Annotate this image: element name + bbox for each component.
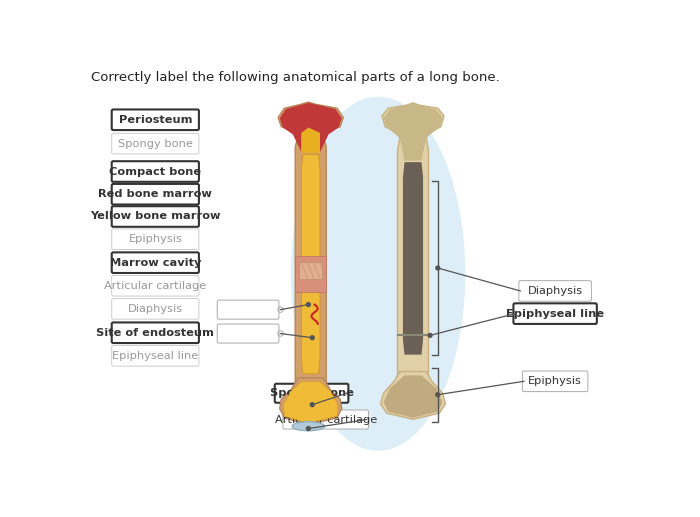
FancyBboxPatch shape bbox=[217, 300, 279, 319]
FancyBboxPatch shape bbox=[112, 206, 199, 227]
Text: Epiphysis: Epiphysis bbox=[128, 234, 182, 244]
Text: Correctly label the following anatomical parts of a long bone.: Correctly label the following anatomical… bbox=[92, 71, 500, 84]
FancyBboxPatch shape bbox=[112, 298, 199, 319]
Polygon shape bbox=[280, 378, 342, 425]
Polygon shape bbox=[398, 138, 428, 389]
Text: Epiphysis: Epiphysis bbox=[528, 376, 582, 386]
FancyBboxPatch shape bbox=[112, 133, 199, 154]
FancyBboxPatch shape bbox=[522, 371, 588, 391]
Text: Articular cartilage: Articular cartilage bbox=[274, 415, 377, 424]
Circle shape bbox=[310, 403, 314, 406]
Bar bbox=[295, 256, 326, 292]
FancyBboxPatch shape bbox=[112, 229, 199, 250]
Polygon shape bbox=[384, 103, 442, 161]
FancyBboxPatch shape bbox=[283, 410, 368, 429]
Text: Marrow cavity: Marrow cavity bbox=[110, 257, 201, 268]
FancyBboxPatch shape bbox=[112, 252, 199, 273]
Circle shape bbox=[436, 393, 440, 397]
Ellipse shape bbox=[292, 422, 325, 431]
Polygon shape bbox=[280, 103, 342, 152]
Ellipse shape bbox=[291, 97, 466, 451]
FancyBboxPatch shape bbox=[513, 303, 597, 324]
Text: Spongy bone: Spongy bone bbox=[118, 139, 192, 149]
Text: Epiphyseal line: Epiphyseal line bbox=[112, 351, 198, 361]
FancyBboxPatch shape bbox=[112, 323, 199, 343]
Text: Compact bone: Compact bone bbox=[109, 166, 202, 176]
Circle shape bbox=[307, 302, 310, 307]
Text: Site of endosteum: Site of endosteum bbox=[97, 328, 214, 338]
Bar bbox=[299, 262, 322, 279]
Polygon shape bbox=[295, 135, 326, 393]
Text: Red bone marrow: Red bone marrow bbox=[99, 189, 212, 199]
Text: Periosteum: Periosteum bbox=[118, 115, 192, 125]
Polygon shape bbox=[381, 372, 446, 419]
Text: Epiphyseal line: Epiphyseal line bbox=[506, 309, 604, 318]
FancyBboxPatch shape bbox=[112, 184, 199, 205]
Polygon shape bbox=[278, 102, 343, 135]
Polygon shape bbox=[302, 128, 320, 153]
Text: Articular cartilage: Articular cartilage bbox=[104, 281, 206, 291]
Polygon shape bbox=[403, 162, 423, 355]
Polygon shape bbox=[302, 155, 320, 374]
FancyBboxPatch shape bbox=[112, 345, 199, 366]
Circle shape bbox=[310, 336, 314, 340]
Circle shape bbox=[436, 266, 440, 270]
Text: Diaphysis: Diaphysis bbox=[528, 286, 582, 296]
FancyBboxPatch shape bbox=[112, 110, 199, 130]
FancyBboxPatch shape bbox=[112, 276, 199, 296]
FancyBboxPatch shape bbox=[217, 324, 279, 343]
Polygon shape bbox=[284, 382, 338, 423]
FancyBboxPatch shape bbox=[274, 384, 349, 403]
FancyBboxPatch shape bbox=[519, 281, 592, 301]
Text: Diaphysis: Diaphysis bbox=[127, 304, 183, 314]
Polygon shape bbox=[382, 103, 444, 138]
FancyBboxPatch shape bbox=[112, 161, 199, 182]
Text: Spongy bone: Spongy bone bbox=[270, 388, 354, 398]
Circle shape bbox=[307, 427, 310, 431]
Polygon shape bbox=[384, 375, 442, 418]
Text: Yellow bone marrow: Yellow bone marrow bbox=[90, 211, 220, 221]
Circle shape bbox=[428, 333, 432, 337]
